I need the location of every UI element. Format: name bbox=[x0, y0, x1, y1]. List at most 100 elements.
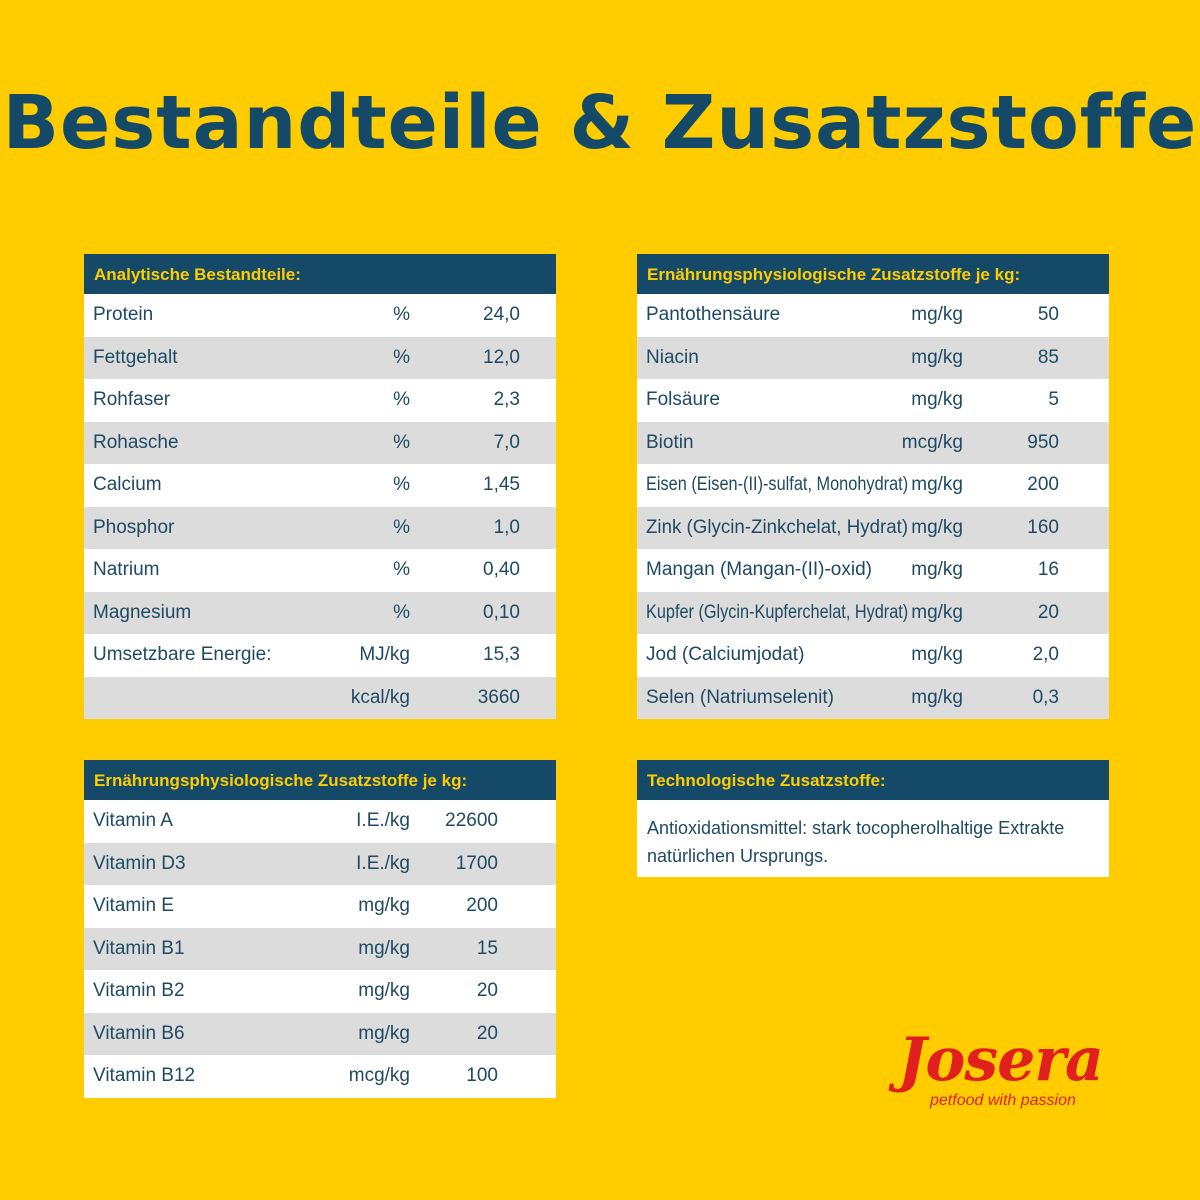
row-name: Vitamin D3 bbox=[93, 852, 186, 874]
row-value: 85 bbox=[1037, 346, 1059, 368]
table-row: Eisen (Eisen-(II)-sulfat, Monohydrat) mg/… bbox=[637, 464, 1109, 507]
row-value: 22600 bbox=[445, 810, 498, 831]
table-row: Niacin mg/kg 85 bbox=[637, 336, 1109, 379]
table-row: Vitamin A I.E./kg 22600 bbox=[84, 800, 556, 843]
table-row: Vitamin B6 mg/kg 20 bbox=[84, 1012, 556, 1055]
row-name: Biotin bbox=[646, 431, 694, 453]
row-unit: % bbox=[393, 474, 410, 495]
row-value: 3660 bbox=[477, 686, 520, 708]
row-value: 0,10 bbox=[483, 601, 520, 623]
table-row: Protein% 24,0 bbox=[84, 294, 556, 337]
row-name: Jod (Calciumjodat) bbox=[646, 644, 805, 665]
row-unit: % bbox=[393, 346, 410, 368]
row-value: 16 bbox=[1037, 559, 1059, 580]
table-row: Kupfer (Glycin-Kupferchelat, Hydrat) mg/k… bbox=[637, 591, 1109, 634]
row-name: Pantothensäure bbox=[646, 304, 781, 325]
nutrition-panel: Ernährungsphysiologische Zusatzstoffe je… bbox=[637, 254, 1109, 719]
row-unit: mcg/kg bbox=[901, 431, 963, 453]
analytic-header: Analytische Bestandteile: bbox=[84, 254, 556, 294]
row-unit: mg/kg bbox=[911, 389, 963, 410]
row-name: Fettgehalt bbox=[93, 346, 178, 368]
row-value: 2,3 bbox=[493, 389, 520, 410]
row-unit: mg/kg bbox=[911, 304, 963, 325]
row-value: 950 bbox=[1027, 431, 1059, 453]
row-unit: mg/kg bbox=[358, 1022, 410, 1044]
table-row: Natrium% 0,40 bbox=[84, 549, 556, 592]
table-row: Zink (Glycin-Zinkchelat, Hydrat) mg/kg 160 bbox=[637, 506, 1109, 549]
row-unit: kcal/kg bbox=[350, 686, 410, 708]
row-name: Rohasche bbox=[93, 431, 179, 453]
row-value: 7,0 bbox=[493, 431, 520, 453]
row-name: Vitamin A bbox=[93, 810, 173, 831]
nutrition-table: Pantothensäure mg/kg 50 Niacin mg/kg 85 Folsäu… bbox=[637, 294, 1109, 719]
table-row: Mangan (Mangan-(II)-oxid) mg/kg 16 bbox=[637, 549, 1109, 592]
table-row: Folsäure mg/kg 5 bbox=[637, 379, 1109, 422]
row-unit: mg/kg bbox=[911, 601, 963, 623]
analytic-table: Protein% 24,0 Fettgehalt% 12,0 Rohfaser% 2,3 R… bbox=[84, 294, 556, 719]
row-unit: mg/kg bbox=[911, 516, 963, 538]
row-unit: % bbox=[393, 304, 410, 325]
row-name: Umsetzbare Energie: bbox=[93, 644, 272, 665]
row-value: 160 bbox=[1027, 516, 1059, 538]
row-name: Vitamin B2 bbox=[93, 980, 185, 1001]
analytic-panel: Analytische Bestandteile: Protein% 24,0 Fe… bbox=[84, 254, 556, 719]
row-unit: % bbox=[393, 601, 410, 623]
row-value: 1700 bbox=[455, 852, 498, 874]
table-row: Rohasche% 7,0 bbox=[84, 421, 556, 464]
row-name: Selen (Natriumselenit) bbox=[646, 686, 834, 708]
technological-panel: Technologische Zusatzstoffe: Antioxidati… bbox=[637, 760, 1109, 877]
row-unit: % bbox=[393, 389, 410, 410]
technological-text-line-1: Antioxidationsmittel: stark tocopherolha… bbox=[647, 818, 1065, 838]
row-value: 24,0 bbox=[483, 304, 520, 325]
technological-text: Antioxidationsmittel: stark tocopherolha… bbox=[637, 800, 1109, 880]
row-value: 20 bbox=[476, 1022, 498, 1044]
table-row: Pantothensäure mg/kg 50 bbox=[637, 294, 1109, 337]
row-unit: mg/kg bbox=[358, 895, 410, 916]
table-row: Fettgehalt% 12,0 bbox=[84, 336, 556, 379]
table-row: Biotin mcg/kg 950 bbox=[637, 421, 1109, 464]
row-value: 12,0 bbox=[483, 346, 520, 368]
row-name: Niacin bbox=[646, 346, 699, 368]
row-value: 2,0 bbox=[1032, 644, 1059, 665]
table-row: Vitamin B2 mg/kg 20 bbox=[84, 970, 556, 1013]
row-name: Vitamin B12 bbox=[93, 1065, 196, 1086]
nutrition-header: Ernährungsphysiologische Zusatzstoffe je… bbox=[637, 254, 1109, 294]
row-unit: MJ/kg bbox=[359, 644, 410, 665]
row-value: 50 bbox=[1037, 304, 1059, 325]
row-unit: mg/kg bbox=[911, 644, 963, 665]
row-unit: mg/kg bbox=[911, 559, 963, 580]
row-value: 0,40 bbox=[483, 559, 520, 580]
row-name: Calcium bbox=[93, 474, 162, 495]
table-row: kcal/kg 3660 bbox=[84, 676, 556, 719]
row-unit: % bbox=[393, 559, 410, 580]
row-unit: mcg/kg bbox=[348, 1065, 410, 1086]
row-name: Vitamin B6 bbox=[93, 1022, 185, 1044]
technological-header: Technologische Zusatzstoffe: bbox=[637, 760, 1109, 800]
row-name: Natrium bbox=[93, 559, 160, 580]
row-unit: mg/kg bbox=[911, 346, 963, 368]
table-row: Selen (Natriumselenit) mg/kg 0,3 bbox=[637, 676, 1109, 719]
row-name: Rohfaser bbox=[93, 389, 171, 410]
technological-text-line-2: natürlichen Ursprungs. bbox=[647, 846, 829, 866]
table-row: Vitamin D3 I.E./kg 1700 bbox=[84, 842, 556, 885]
row-name: Zink (Glycin-Zinkchelat, Hydrat) bbox=[646, 516, 909, 538]
table-row: Vitamin E mg/kg 200 bbox=[84, 885, 556, 928]
vitamins-table: Vitamin A I.E./kg 22600 Vitamin D3 I.E./kg 17… bbox=[84, 800, 556, 1098]
logo-tagline: petfood with passion bbox=[930, 1092, 1076, 1109]
row-name: Protein bbox=[93, 304, 154, 325]
vitamins-header: Ernährungsphysiologische Zusatzstoffe je… bbox=[84, 760, 556, 800]
page-title: Bestandteile & Zusatzstoffe bbox=[2, 80, 1198, 166]
row-name: Magnesium bbox=[93, 601, 192, 623]
row-name: Eisen (Eisen-(II)-sulfat, Monohydrat) bbox=[646, 474, 909, 495]
row-value: 5 bbox=[1048, 389, 1059, 410]
row-value: 1,0 bbox=[493, 516, 520, 538]
row-unit: % bbox=[393, 516, 410, 538]
row-value: 0,3 bbox=[1032, 686, 1059, 708]
row-unit: mg/kg bbox=[911, 686, 963, 708]
row-name: Vitamin B1 bbox=[93, 937, 185, 959]
row-value: 200 bbox=[466, 895, 498, 916]
row-value: 15 bbox=[476, 937, 498, 959]
josera-logo: Josera petfood with passion bbox=[880, 1030, 1120, 1110]
table-row: Rohfaser% 2,3 bbox=[84, 379, 556, 422]
row-value: 1,45 bbox=[483, 474, 520, 495]
